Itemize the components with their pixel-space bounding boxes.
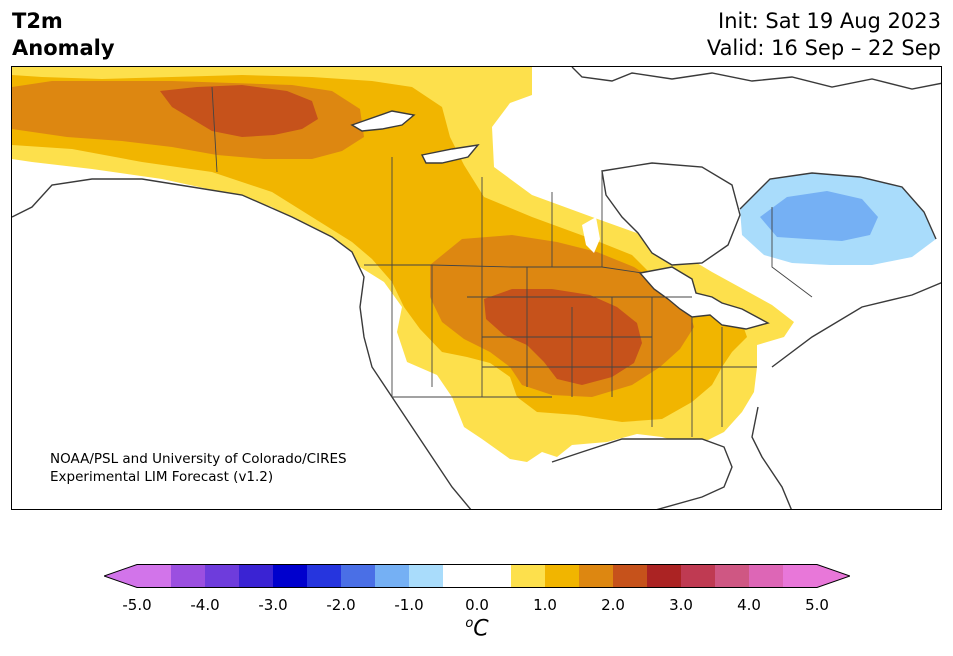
- anomaly-fill-4c-north: [160, 85, 318, 137]
- colorbar-segment: [647, 564, 682, 588]
- great-lakes: [640, 267, 768, 329]
- valid-range: Valid: 16 Sep – 22 Sep: [706, 36, 941, 60]
- colorbar-segment: [613, 564, 648, 588]
- hudson-bay: [602, 163, 740, 265]
- colorbar-tick-label: 0.0: [465, 596, 489, 614]
- colorbar-tick-label: 3.0: [669, 596, 693, 614]
- colorbar-tick-label: 4.0: [737, 596, 761, 614]
- colorbar-segment: [239, 564, 274, 588]
- colorbar-segment: [273, 564, 308, 588]
- colorbar-segment: [307, 564, 342, 588]
- colorbar-segment: [579, 564, 614, 588]
- colorbar-segment: [715, 564, 750, 588]
- colorbar-segment: [341, 564, 376, 588]
- colorbar-tick-label: -4.0: [190, 596, 220, 614]
- colorbar-segment: [545, 564, 580, 588]
- anomaly-fill-minus2c: [760, 191, 878, 241]
- borders: [211, 86, 813, 437]
- coastlines: [12, 67, 941, 509]
- lake-great-bear: [352, 111, 414, 131]
- colorbar-tick-label: -3.0: [258, 596, 288, 614]
- credit-line-2: Experimental LIM Forecast (v1.2): [50, 469, 274, 485]
- unit-letter: C: [473, 616, 489, 642]
- colorbar-tick-label: 5.0: [805, 596, 829, 614]
- lake-winnipeg: [582, 217, 600, 253]
- init-date: Init: Sat 19 Aug 2023: [718, 9, 941, 33]
- colorbar: [104, 564, 850, 588]
- colorbar-segment: [511, 564, 546, 588]
- colorbar-ticks: -5.0 -4.0 -3.0 -2.0 -1.0 0.0 1.0 2.0 3.0 4.0 5.0: [0, 596, 953, 616]
- colorbar-segment: [443, 564, 478, 588]
- colorbar-tick-label: 1.0: [533, 596, 557, 614]
- colorbar-segment: [681, 564, 716, 588]
- colorbar-segment: [137, 564, 172, 588]
- colorbar-over-arrow: [817, 564, 850, 588]
- colorbar-segment: [409, 564, 444, 588]
- date-info: Init: Sat 19 Aug 2023 Valid: 16 Sep – 22…: [707, 8, 941, 62]
- colorbar-segment: [477, 564, 512, 588]
- colorbar-under-arrow: [104, 564, 137, 588]
- colorbar-segment: [783, 564, 818, 588]
- colorbar-segment: [749, 564, 784, 588]
- anomaly-map: [12, 67, 941, 509]
- map-title: T2m Anomaly: [12, 8, 115, 62]
- unit-superscript: o: [465, 616, 474, 631]
- pacific-ocean: [12, 179, 471, 509]
- credit-text: NOAA/PSL and University of Colorado/CIRE…: [50, 450, 347, 486]
- atlantic-ocean: [752, 282, 941, 509]
- lake-great-slave: [422, 145, 478, 163]
- colorbar-outline: [104, 564, 850, 588]
- gulf-of-mexico: [550, 439, 732, 509]
- colorbar-tick-label: -5.0: [122, 596, 152, 614]
- variable-label: T2m: [12, 9, 63, 33]
- colorbar-tick-label: 2.0: [601, 596, 625, 614]
- colorbar-segment: [205, 564, 240, 588]
- colorbar-segment: [375, 564, 410, 588]
- credit-line-1: NOAA/PSL and University of Colorado/CIRE…: [50, 451, 347, 467]
- colorbar-tick-label: -2.0: [326, 596, 356, 614]
- colorbar-segment: [171, 564, 206, 588]
- colorbar-tick-label: -1.0: [394, 596, 424, 614]
- quantity-label: Anomaly: [12, 36, 115, 60]
- map-panel: NOAA/PSL and University of Colorado/CIRE…: [11, 66, 942, 510]
- unit-label: oC: [465, 616, 488, 641]
